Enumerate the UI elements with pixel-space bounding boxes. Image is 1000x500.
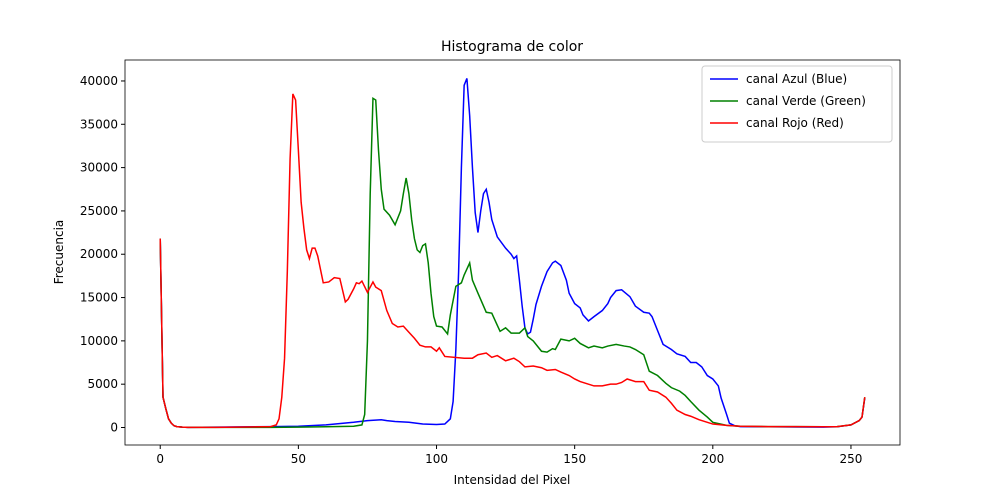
y-tick-label: 35000	[80, 117, 118, 131]
y-tick-label: 5000	[87, 377, 118, 391]
line	[159, 78, 866, 429]
legend-label: canal Azul (Blue)	[746, 72, 847, 86]
y-tick-label: 40000	[80, 74, 118, 88]
y-tick-label: 0	[110, 421, 118, 435]
y-tick-label: 20000	[80, 247, 118, 261]
axes-frame	[124, 59, 901, 446]
y-tick-label: 30000	[80, 161, 118, 175]
legend-label: canal Verde (Green)	[746, 94, 866, 108]
x-tick-label: 50	[291, 452, 306, 466]
y-tick-label: 15000	[80, 291, 118, 305]
x-tick-label: 250	[840, 452, 863, 466]
x-axis-label: Intensidad del Pixel	[454, 473, 571, 487]
line	[159, 96, 866, 429]
y-tick-label: 25000	[80, 204, 118, 218]
legend-box	[701, 65, 893, 143]
x-tick-label: 0	[156, 452, 164, 466]
legend-label: canal Rojo (Red)	[746, 116, 844, 130]
x-tick-label: 100	[425, 452, 448, 466]
x-tick-label: 200	[701, 452, 724, 466]
y-axis-label: Frecuencia	[52, 220, 66, 285]
line	[159, 93, 866, 429]
x-tick-label: 150	[563, 452, 586, 466]
chart-title: Histograma de color	[441, 39, 583, 55]
y-tick-label: 10000	[80, 334, 118, 348]
